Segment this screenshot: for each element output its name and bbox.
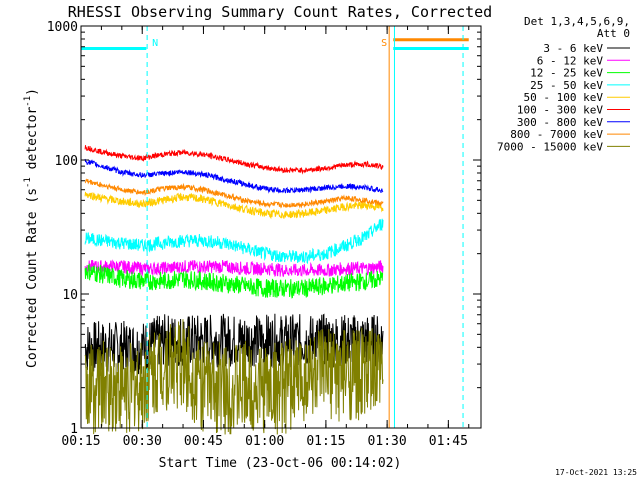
y-tick-label-1: 10 (62, 288, 78, 303)
legend-label-3: 25 - 50 keV (530, 79, 603, 92)
legend-label-8: 7000 - 15000 keV (497, 140, 603, 153)
series-line-7 (84, 178, 384, 209)
legend-label-4: 50 - 100 keV (524, 91, 604, 104)
legend-label-1: 6 - 12 keV (537, 54, 604, 67)
series-line-6 (84, 158, 384, 194)
series-line-2 (84, 263, 384, 299)
x-tick-label-3: 01:00 (245, 434, 284, 449)
y-axis-label-end: ) (25, 88, 40, 96)
footer-timestamp: 17-Oct-2021 13:25 (555, 468, 637, 477)
y-axis-label-main: Corrected Count Rate (s (25, 188, 40, 368)
legend-label-0: 3 - 6 keV (543, 42, 603, 55)
plot-frame (80, 25, 482, 429)
axes: 1 10 100 1000 00:15 00:30 00:45 01:00 01:15 01:30… (47, 20, 482, 449)
chart-title: RHESSI Observing Summary Count Rates, Co… (68, 3, 492, 21)
x-tick-label-6: 01:45 (429, 434, 468, 449)
y-axis-label-mid: detector (25, 107, 40, 178)
series-line-3 (84, 218, 384, 265)
legend-header-2: Att 0 (597, 27, 630, 40)
series-line-8 (84, 319, 384, 435)
x-tick-label-5: 01:30 (368, 434, 407, 449)
legend-label-7: 800 - 7000 keV (510, 128, 603, 141)
series-line-1 (84, 259, 384, 277)
event-marker-label-1: S (381, 38, 387, 49)
series-line-5 (84, 145, 384, 175)
x-tick-label-1: 00:30 (123, 434, 162, 449)
legend-header-1: Det 1,3,4,5,6,9, (524, 15, 630, 28)
y-axis-label-sup1: -1 (23, 177, 33, 188)
y-axis-label-sup2: -1 (23, 96, 33, 107)
y-tick-label-0: 1 (70, 422, 78, 437)
y-tick-label-3: 1000 (47, 20, 78, 35)
legend-label-2: 12 - 25 keV (530, 67, 603, 80)
legend-label-6: 300 - 800 keV (517, 116, 603, 129)
event-marker-label-0: N (152, 38, 158, 49)
x-tick-label-2: 00:45 (184, 434, 223, 449)
series-line-4 (84, 191, 384, 220)
y-tick-label-2: 100 (55, 154, 78, 169)
legend-label-5: 100 - 300 keV (517, 104, 603, 117)
x-axis-label: Start Time (23-Oct-06 00:14:02) (159, 456, 402, 471)
x-tick-label-4: 01:15 (306, 434, 345, 449)
x-tick-label-0: 00:15 (61, 434, 100, 449)
y-axis-label: Corrected Count Rate (s-1 detector-1) (23, 88, 40, 368)
